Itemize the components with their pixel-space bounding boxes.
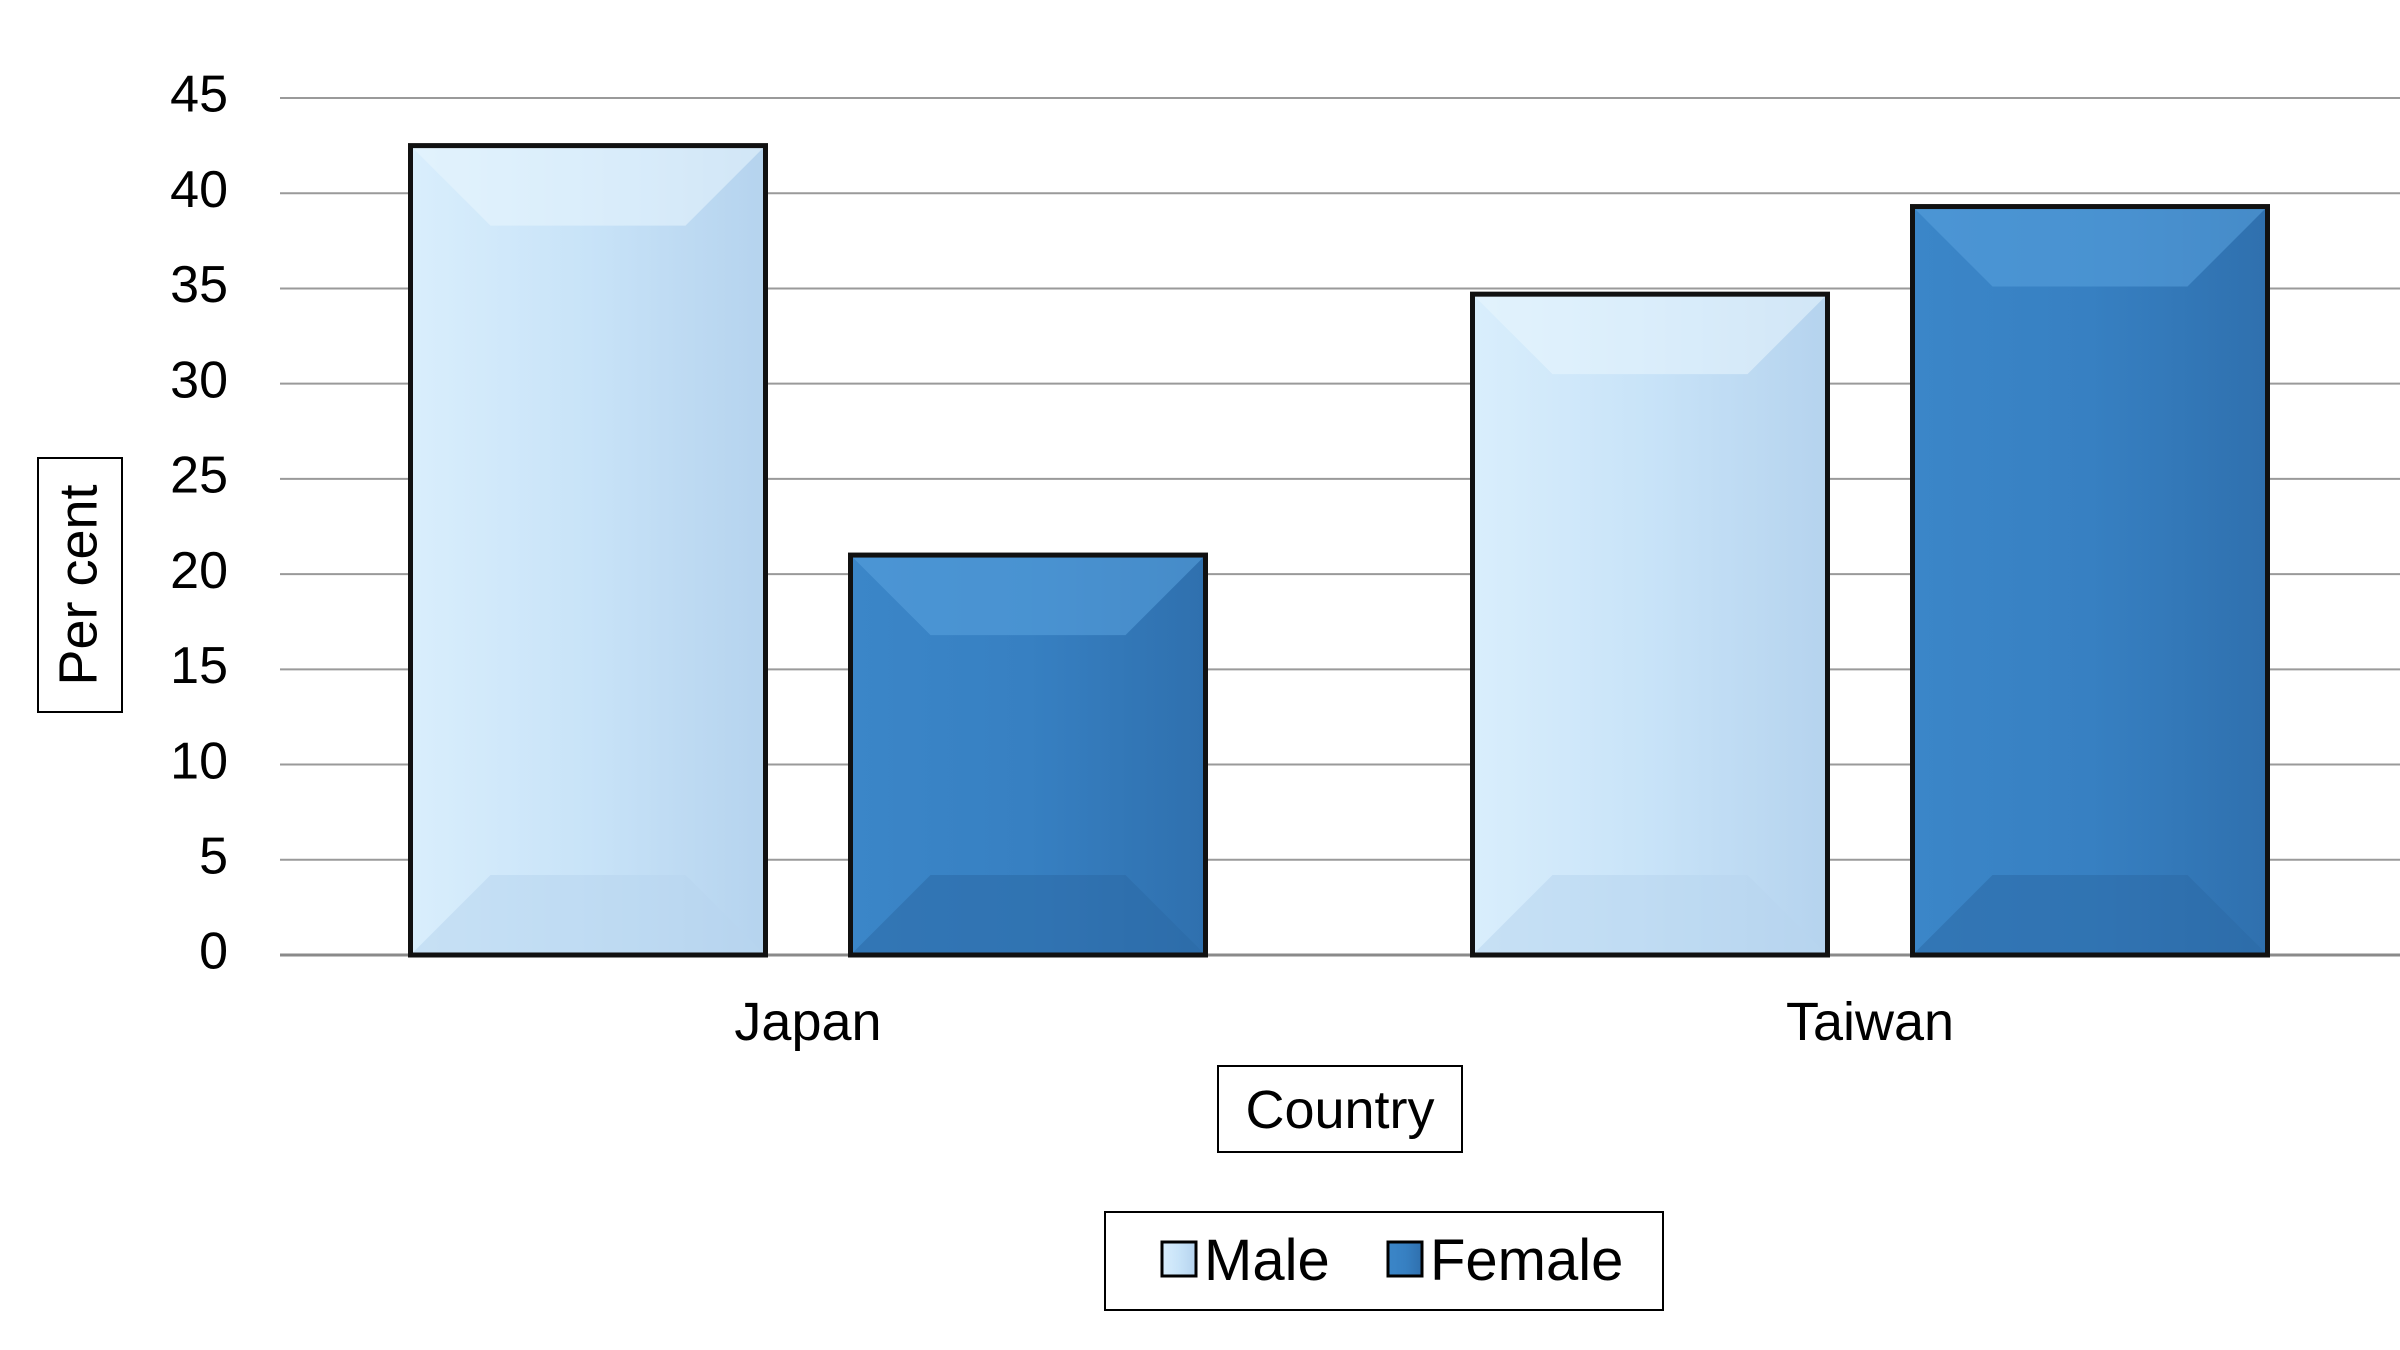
y-tick-label: 35	[170, 256, 228, 314]
y-axis-title: Per cent	[37, 457, 123, 713]
x-category-label: Taiwan	[1786, 992, 1954, 1052]
legend-label-male: Male	[1204, 1228, 1330, 1293]
y-tick-label: 5	[199, 828, 228, 886]
bar-male-japan	[408, 143, 768, 958]
legend-swatch-male	[1160, 1240, 1198, 1278]
legend: Male Female	[1104, 1211, 1664, 1311]
legend-swatch-female	[1386, 1240, 1424, 1278]
bar-female-taiwan	[1910, 204, 2270, 958]
y-tick-label: 45	[170, 66, 228, 124]
y-tick-label: 20	[170, 542, 228, 600]
y-axis-ticks: 0 5 10 15 20 25 30 35 40 45	[170, 66, 228, 981]
legend-label-female: Female	[1430, 1228, 1623, 1293]
y-tick-label: 10	[170, 732, 228, 790]
y-tick-label: 15	[170, 637, 228, 695]
y-tick-label: 40	[170, 161, 228, 219]
y-tick-label: 30	[170, 351, 228, 409]
y-tick-label: 25	[170, 447, 228, 505]
bar-female-japan	[848, 552, 1208, 958]
x-category-label: Japan	[734, 992, 881, 1052]
bars	[408, 143, 2270, 958]
bar-male-taiwan	[1470, 291, 1830, 958]
x-axis-label: Country	[1245, 1080, 1434, 1140]
y-axis-label: Per cent	[48, 484, 108, 685]
y-tick-label: 0	[199, 923, 228, 981]
x-axis-categories: Japan Taiwan	[734, 992, 1954, 1052]
x-axis-title: Country	[1217, 1065, 1463, 1153]
